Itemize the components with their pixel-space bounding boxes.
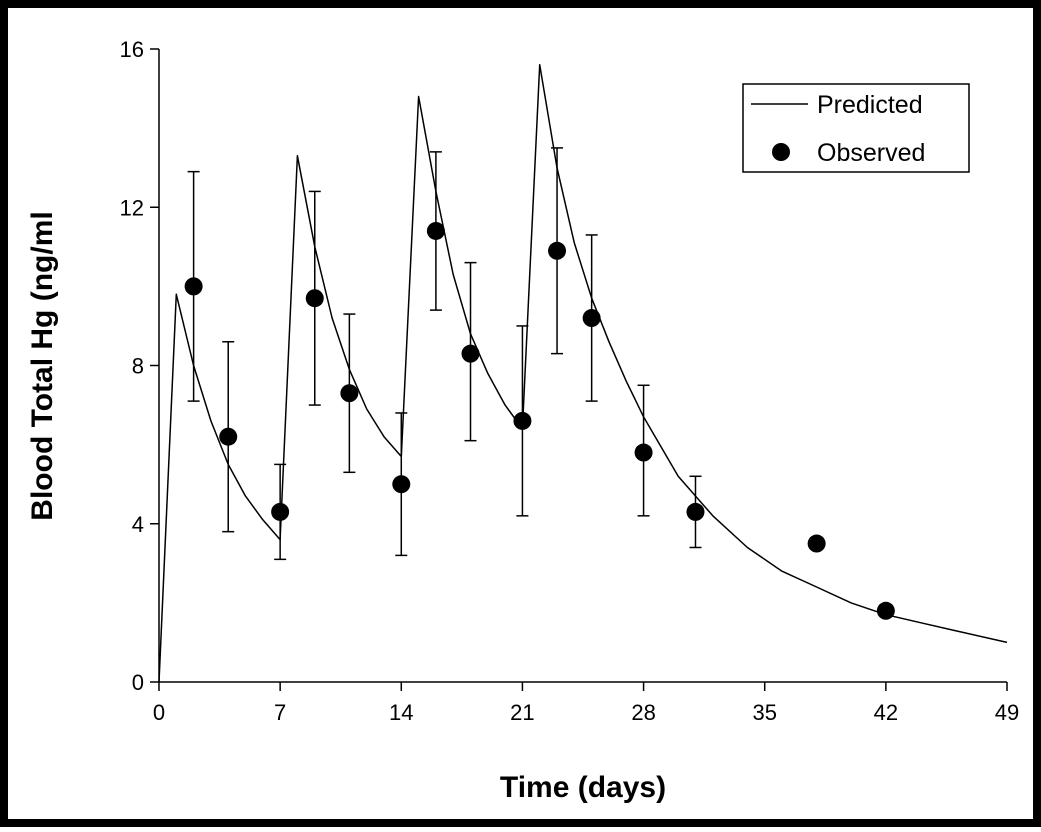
- observed-data-point: [340, 384, 359, 403]
- observed-data-point: [634, 443, 653, 462]
- y-axis-ticks: 0 4 8 12 16: [120, 37, 159, 695]
- y-tick-label: 16: [120, 37, 144, 62]
- x-tick-label: 21: [510, 700, 534, 725]
- observed-data-point: [305, 289, 324, 308]
- observed-data-point: [548, 241, 567, 260]
- legend-label-predicted: Predicted: [817, 91, 923, 119]
- observed-data-point: [184, 277, 203, 296]
- y-tick-label: 12: [120, 195, 144, 220]
- y-tick-label: 0: [132, 670, 144, 695]
- legend: Predicted Observed: [742, 83, 970, 173]
- x-axis-title: Time (days): [500, 771, 666, 804]
- observed-data-point: [807, 534, 826, 553]
- y-tick-label: 4: [132, 512, 144, 537]
- observed-data-point: [876, 601, 895, 620]
- series-layer: [158, 64, 1008, 683]
- x-tick-label: 35: [752, 700, 776, 725]
- observed-data-point: [426, 221, 445, 240]
- y-axis-title: Blood Total Hg (ng/ml: [26, 211, 59, 520]
- legend-label-observed: Observed: [817, 139, 925, 167]
- x-tick-label: 7: [274, 700, 286, 725]
- x-tick-label: 0: [153, 700, 165, 725]
- observed-data-point: [219, 427, 238, 446]
- observed-data-point: [513, 411, 532, 430]
- observed-data-point: [392, 475, 411, 494]
- observed-data-point: [582, 309, 601, 328]
- x-axis-ticks: 0 7 14 21 28 35 42 49: [153, 682, 1019, 725]
- x-tick-label: 28: [631, 700, 655, 725]
- x-tick-label: 42: [874, 700, 898, 725]
- y-tick-label: 8: [132, 354, 144, 379]
- observed-data-point: [461, 344, 480, 363]
- x-tick-label: 49: [995, 700, 1019, 725]
- predicted-series-line: [158, 64, 1008, 683]
- x-tick-label: 14: [389, 700, 413, 725]
- observed-data-point: [271, 502, 290, 521]
- observed-data-point: [686, 502, 705, 521]
- legend-marker-swatch: [772, 143, 790, 161]
- plot-area: 0 4 8 12 16 0 7 14 21 28 35 42 49: [120, 37, 1020, 725]
